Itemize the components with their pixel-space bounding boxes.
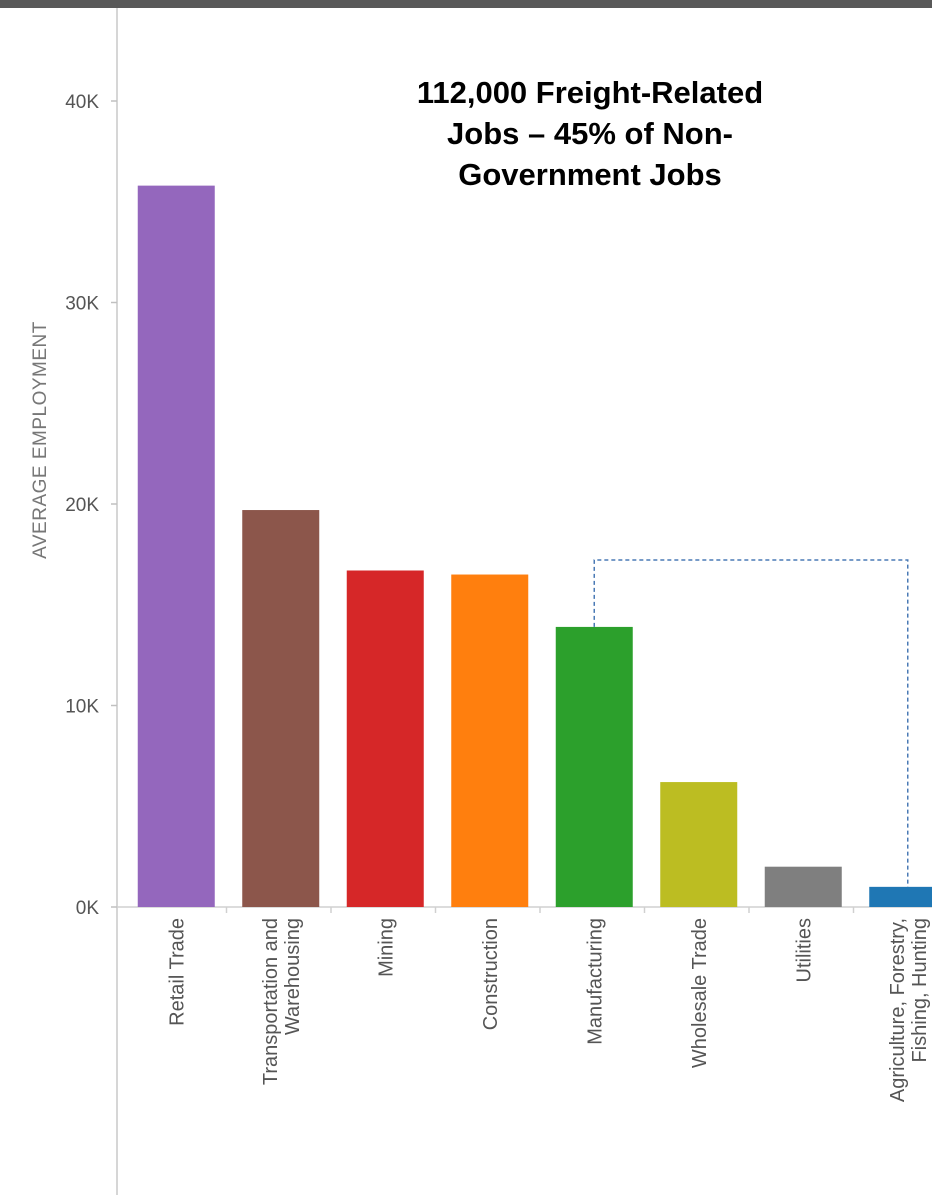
bar xyxy=(660,782,738,907)
annotation: 112,000 Freight-Related Jobs – 45% of No… xyxy=(360,72,820,195)
y-tick-label: 0K xyxy=(76,898,100,919)
category-label: Fishing, Hunting xyxy=(909,918,931,1063)
category-label: Warehousing xyxy=(282,918,304,1035)
bracket xyxy=(593,559,909,887)
top-bar xyxy=(0,0,932,8)
y-tick-label: 10K xyxy=(65,697,99,718)
bar xyxy=(869,886,932,907)
bar xyxy=(764,866,842,907)
bar xyxy=(451,574,529,907)
category-labels: Retail Trade Transportation and Warehousin… xyxy=(166,918,931,1102)
category-label: Construction xyxy=(480,918,502,1030)
category-label: Retail Trade xyxy=(166,918,188,1026)
bar xyxy=(346,570,424,907)
y-axis-label: AVERAGE EMPLOYMENT xyxy=(30,321,51,559)
bars xyxy=(137,185,932,907)
y-tick-label: 40K xyxy=(65,92,99,113)
category-label: Mining xyxy=(375,918,397,977)
y-tick-label: 20K xyxy=(65,495,99,516)
category-label: Wholesale Trade xyxy=(689,918,711,1068)
category-label: Manufacturing xyxy=(584,918,606,1045)
bar xyxy=(242,510,320,907)
bar xyxy=(137,185,215,907)
category-label: Agriculture, Forestry, xyxy=(887,918,909,1102)
bar xyxy=(555,626,633,907)
category-label: Utilities xyxy=(793,918,815,982)
annotation-line: 112,000 Freight-Related xyxy=(416,75,764,110)
category-label: Transportation and xyxy=(260,918,282,1085)
annotation-line: Government Jobs xyxy=(458,157,722,192)
y-tick-label: 30K xyxy=(65,294,99,315)
annotation-line: Jobs – 45% of Non- xyxy=(447,116,733,151)
bracket-line xyxy=(593,559,909,887)
